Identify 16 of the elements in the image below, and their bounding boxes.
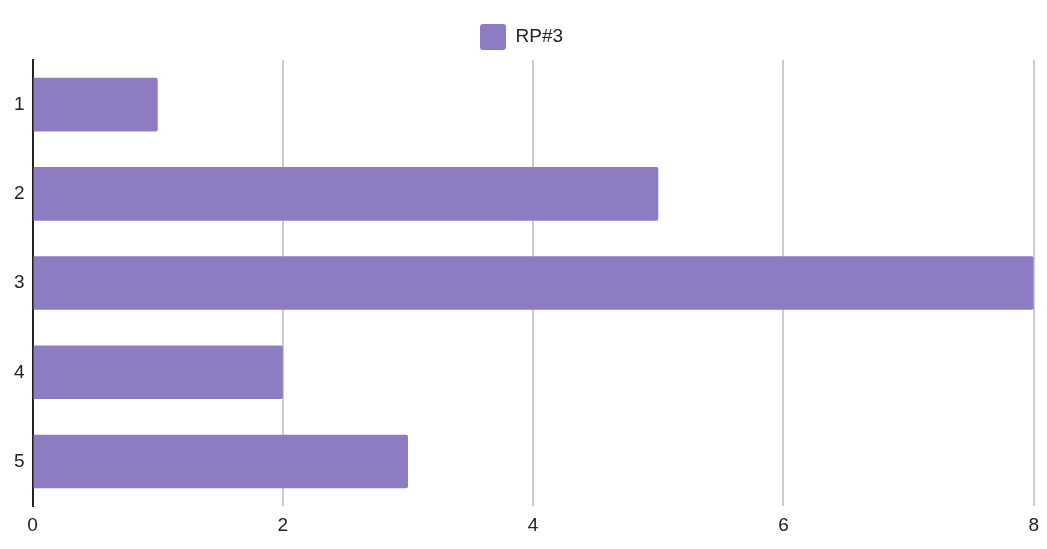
bar: [33, 434, 408, 489]
x-tick-label: 2: [277, 513, 289, 535]
y-tick-label: 4: [13, 360, 25, 382]
bar: [33, 77, 158, 132]
x-tick-label: 8: [1028, 513, 1040, 535]
legend-label: RP#3: [515, 25, 564, 47]
y-tick-label: 1: [13, 92, 25, 114]
y-tick-label: 3: [13, 271, 25, 293]
y-tick-label: 5: [13, 449, 25, 471]
bar: [33, 345, 283, 400]
x-tick-label: 0: [27, 513, 38, 535]
x-tick-label: 4: [527, 513, 539, 535]
bar: [33, 167, 659, 221]
y-tick-label: 2: [13, 182, 25, 204]
x-tick-label: 6: [778, 513, 789, 535]
bar: [33, 256, 1034, 310]
